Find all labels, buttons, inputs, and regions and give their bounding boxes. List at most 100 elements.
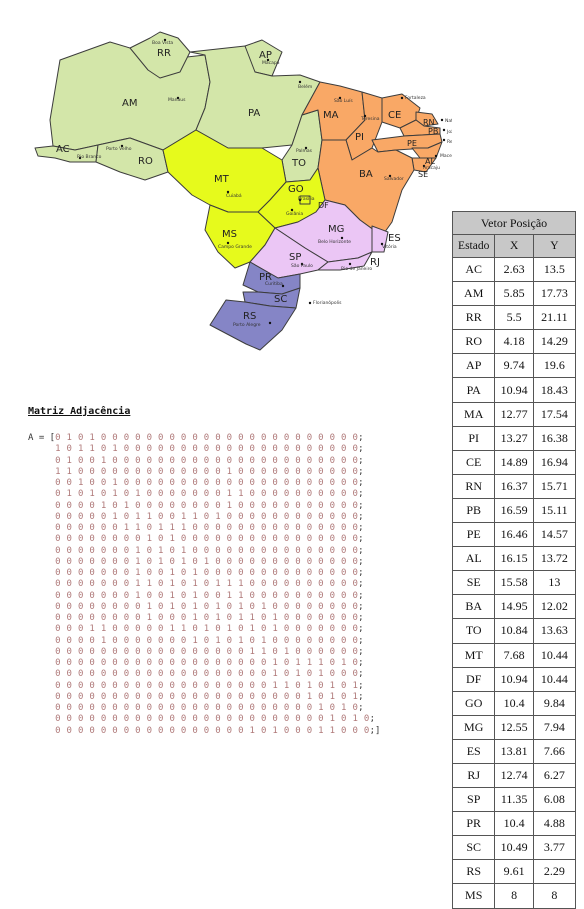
label-sp: SP: [289, 252, 301, 263]
matrix-row-end: ;: [358, 455, 364, 466]
matrix-row-end: ;: [358, 444, 364, 455]
matrix-row-values: 0 0 0 0 1 0 1 0 0 0 0 0 0 0 0 1 0 0 0 0 …: [55, 500, 359, 511]
matrix-row-end: ;]: [369, 725, 381, 736]
cell-x: 16.37: [494, 473, 534, 499]
matrix-row-values: 0 0 0 1 1 0 0 0 0 0 1 1 0 1 0 1 0 1 0 1 …: [55, 624, 359, 635]
city-sao-luis: São Luís: [334, 97, 353, 104]
matrix-row-end: ;: [358, 646, 364, 657]
matrix-row-prefix: [28, 489, 55, 499]
cell-estado: SP: [451, 787, 496, 813]
cell-y: 7.66: [532, 738, 577, 764]
city-recife: Recife: [447, 139, 452, 145]
matrix-row-prefix: [28, 703, 55, 713]
label-al: AL: [425, 157, 435, 166]
city-florianopolis: Florianópolis: [313, 299, 342, 306]
matrix-row: 0 0 0 0 0 0 0 0 0 0 0 0 0 0 0 0 0 0 0 0 …: [28, 714, 380, 725]
city-teresina: Teresina: [360, 116, 380, 122]
table-row: ES 13.81 7.66: [451, 738, 577, 764]
table-row: RS 9.61 2.29: [451, 859, 577, 885]
city-boa-vista: Boa Vista: [152, 40, 173, 46]
matrix-row-prefix: [28, 501, 55, 511]
cell-estado: RO: [451, 329, 496, 355]
cell-y: 18.43: [532, 377, 577, 403]
matrix-row-prefix: [28, 613, 55, 623]
matrix-row: 0 0 0 0 1 0 1 0 0 0 0 0 0 0 0 1 0 0 0 0 …: [28, 501, 380, 512]
matrix-row-prefix: [28, 602, 55, 612]
region-ro: [95, 137, 169, 181]
matrix-row-end: ;: [358, 568, 364, 578]
matrix-row-prefix: [28, 568, 55, 578]
matrix-row-values: 0 1 0 0 1 0 0 0 0 0 0 0 0 0 0 0 0 0 0 0 …: [55, 455, 359, 466]
city-goiania: Goiânia: [286, 210, 303, 217]
matrix-row-values: 0 0 0 0 0 0 0 0 0 0 0 0 0 0 0 0 0 0 0 0 …: [55, 703, 359, 713]
header-estado: Estado: [451, 234, 496, 258]
cell-y: 14.29: [532, 329, 577, 355]
label-go: GO: [288, 184, 304, 195]
cell-estado: SC: [451, 835, 496, 861]
label-rj: RJ: [370, 257, 380, 268]
table-row: RR 5.5 21.11: [451, 305, 577, 331]
matrix-row-prefix: [28, 557, 55, 567]
matrix-row-prefix: [28, 726, 55, 736]
matrix-row-values: 1 1 0 0 0 0 0 0 0 0 0 0 0 0 0 1 0 0 0 0 …: [55, 466, 359, 477]
city-salvador: Salvador: [384, 176, 404, 182]
cell-x: 14.95: [494, 594, 534, 620]
cell-estado: RS: [451, 859, 496, 885]
matrix-row-end: ;: [358, 635, 364, 646]
table-row: MA 12.77 17.54: [451, 401, 577, 427]
city-sao-paulo: São Paulo: [291, 263, 313, 269]
label-ba: BA: [359, 169, 373, 180]
header-y: Y: [532, 234, 577, 258]
label-pe: PE: [407, 139, 417, 148]
matrix-row-end: ;: [358, 658, 364, 668]
brazil-map: RR AP AM PA MA PI CE RN PB PE AL SE BA A…: [34, 31, 452, 351]
region-rn: [415, 111, 439, 127]
table-row: SP 11.35 6.08: [451, 787, 577, 813]
cell-y: 8: [532, 883, 577, 909]
city-porto-alegre: Porto Alegre: [233, 322, 261, 328]
cell-estado: BA: [451, 594, 496, 620]
label-pb: PB: [428, 127, 438, 136]
city-joao-pessoa: João Pessoa: [446, 129, 452, 135]
cell-x: 15.58: [494, 570, 534, 596]
matrix-row-values: 0 1 0 1 0 1 0 1 0 0 0 0 0 0 0 1 1 0 0 0 …: [55, 489, 359, 500]
matrix-row-values: 0 0 1 0 0 1 0 0 0 0 0 0 0 0 0 0 0 0 0 0 …: [55, 478, 359, 488]
matrix-row-end: ;: [358, 601, 364, 612]
matrix-row-values: 0 0 0 0 0 0 0 0 0 0 0 0 0 0 0 0 0 1 1 0 …: [55, 646, 359, 657]
matrix-row-values: 0 0 0 0 0 0 0 1 0 1 0 1 0 1 0 0 0 0 0 0 …: [55, 556, 359, 567]
city-curitiba: Curitiba: [265, 281, 283, 287]
cell-y: 16.38: [532, 425, 577, 451]
cell-x: 13.27: [494, 425, 534, 451]
matrix-row-end: ;: [358, 534, 364, 545]
region-es: [371, 225, 389, 253]
cell-y: 2.29: [532, 859, 577, 885]
cell-y: 19.6: [532, 353, 577, 379]
header-x: X: [494, 234, 534, 258]
matrix-row-prefix: [28, 523, 55, 533]
matrix-row-prefix: [28, 669, 55, 679]
cell-y: 9.84: [532, 690, 577, 716]
cell-x: 10.4: [494, 811, 534, 837]
cell-y: 13.63: [532, 618, 577, 644]
matrix-row-values: 0 0 0 0 0 0 0 0 0 0 0 0 0 0 0 0 0 0 0 1 …: [55, 669, 359, 680]
cell-estado: SE: [451, 570, 496, 596]
table-row: AC 2.63 13.5: [451, 256, 577, 283]
matrix-title: Matriz Adjacência: [28, 406, 131, 417]
cell-x: 5.5: [494, 305, 534, 331]
label-pi: PI: [355, 132, 364, 143]
matrix-row-values: 0 0 0 0 0 0 0 0 0 0 0 0 0 0 0 0 0 0 0 0 …: [55, 691, 359, 702]
cell-y: 10.44: [532, 666, 577, 692]
table-row: AM 5.85 17.73: [451, 281, 577, 307]
cell-estado: MG: [451, 714, 496, 740]
matrix-row: 0 0 0 0 1 0 0 0 0 0 0 0 1 0 1 0 1 0 1 0 …: [28, 636, 380, 647]
cell-x: 14.89: [494, 449, 534, 475]
matrix-row: 0 0 0 0 0 0 0 1 0 1 0 1 0 0 0 0 0 0 0 0 …: [28, 546, 380, 557]
cell-x: 7.68: [494, 642, 534, 668]
matrix-row-prefix: [28, 591, 55, 601]
cell-x: 10.49: [494, 835, 534, 861]
matrix-row-values: 0 0 0 0 0 0 1 1 0 1 1 1 0 0 0 0 0 0 0 0 …: [55, 523, 359, 533]
label-sc: SC: [274, 294, 287, 305]
city-campo-grande: Campo Grande: [218, 244, 252, 250]
matrix-row-end: ;: [358, 590, 364, 601]
city-belo-horizonte: Belo Horizonte: [318, 239, 351, 245]
